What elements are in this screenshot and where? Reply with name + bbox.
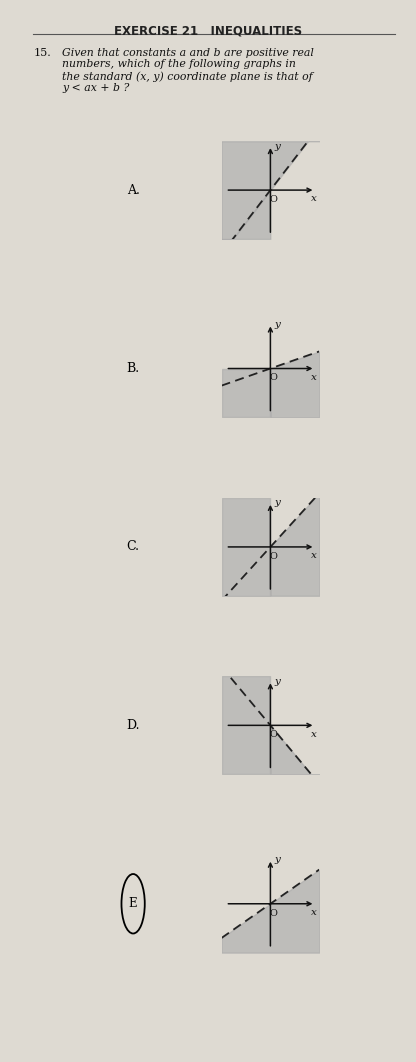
Text: 15.: 15. <box>33 48 51 57</box>
Text: y: y <box>274 141 280 151</box>
Text: x: x <box>312 908 317 918</box>
Text: C.: C. <box>126 541 140 553</box>
Text: y: y <box>274 320 280 329</box>
Text: E: E <box>129 897 137 910</box>
Text: O: O <box>270 552 277 561</box>
Text: A.: A. <box>127 184 139 196</box>
Text: D.: D. <box>126 719 140 732</box>
Text: O: O <box>270 374 277 382</box>
Text: x: x <box>312 730 317 739</box>
Text: O: O <box>270 731 277 739</box>
Text: y: y <box>274 676 280 686</box>
Text: x: x <box>312 551 317 561</box>
Text: O: O <box>270 195 277 204</box>
Text: y: y <box>274 855 280 864</box>
Text: O: O <box>270 909 277 918</box>
Text: EXERCISE 21   INEQUALITIES: EXERCISE 21 INEQUALITIES <box>114 24 302 37</box>
Text: B.: B. <box>126 362 140 375</box>
Text: x: x <box>312 373 317 382</box>
Text: Given that constants a and b are positive real
numbers, which of the following g: Given that constants a and b are positiv… <box>62 48 314 93</box>
Text: y: y <box>274 498 280 508</box>
Text: x: x <box>312 194 317 204</box>
